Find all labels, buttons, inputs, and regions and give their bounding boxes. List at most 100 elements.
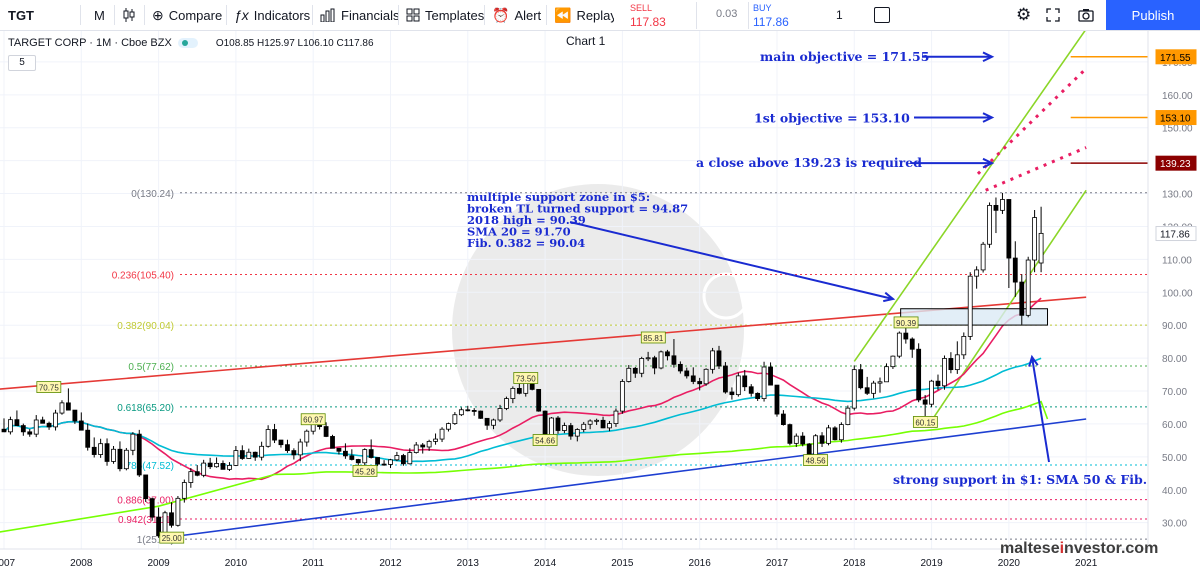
candle-body xyxy=(413,444,419,453)
candle xyxy=(665,349,670,361)
templates-button[interactable]: Templates xyxy=(406,0,484,30)
price-axis[interactable]: 30.00 40.00 50.00 60.00 70.00 80.00 90.00 100.0… xyxy=(1147,31,1200,549)
replay-button[interactable]: ⏪ Replay xyxy=(554,0,617,30)
square-toggle[interactable] xyxy=(874,7,890,23)
value-label: 60.97 xyxy=(300,413,326,426)
candle xyxy=(214,457,219,468)
candle-body xyxy=(826,427,831,444)
eye-dot-icon xyxy=(181,40,188,46)
candle-body xyxy=(484,417,490,426)
price-tag-text: 171.55 xyxy=(1160,53,1191,64)
candle xyxy=(188,468,194,488)
candle-body xyxy=(871,382,876,394)
snapshot-button[interactable] xyxy=(1078,0,1094,30)
candle xyxy=(851,365,857,411)
candle xyxy=(59,400,65,415)
value-label: 60.15 xyxy=(912,416,938,428)
candle-body xyxy=(942,358,947,387)
candle xyxy=(491,418,496,430)
candle xyxy=(130,432,136,456)
candle-body xyxy=(787,424,793,444)
candle xyxy=(504,396,509,411)
candle xyxy=(890,355,896,369)
candle-body xyxy=(330,436,335,449)
candle-body xyxy=(909,338,915,350)
alert-label: Alert xyxy=(514,7,542,23)
candle-body xyxy=(278,439,284,446)
candle-body xyxy=(542,410,548,436)
candle-body xyxy=(832,427,838,441)
candle xyxy=(909,337,915,358)
candle-body xyxy=(864,387,870,394)
time-tick-label: 2014 xyxy=(534,558,557,569)
candle-body xyxy=(33,419,39,435)
interval-button[interactable]: M xyxy=(94,0,105,30)
time-tick-label: 2012 xyxy=(379,558,402,569)
alert-button[interactable]: ⏰ Alert xyxy=(492,0,541,30)
candle xyxy=(961,332,967,360)
sma20-line xyxy=(3,297,1042,481)
arrow-strong-support xyxy=(1031,356,1050,463)
candle-body xyxy=(961,335,967,356)
indicators-label: Indicators xyxy=(253,7,311,23)
candle-body xyxy=(851,369,857,409)
quantity-field[interactable]: 1 xyxy=(836,8,843,22)
candle xyxy=(723,362,728,394)
settings-button[interactable]: ⚙ xyxy=(1016,0,1031,30)
value-label-text: 90.39 xyxy=(896,319,917,328)
candle xyxy=(388,458,393,469)
time-axis[interactable]: 2007 2008 2009 2010 2011 2012 2013 2014 2015 2016… xyxy=(0,548,1200,576)
candle xyxy=(684,367,690,379)
fullscreen-button[interactable] xyxy=(1046,0,1060,30)
visibility-toggle[interactable] xyxy=(177,38,198,48)
buy-label: BUY xyxy=(753,3,772,13)
candle xyxy=(871,380,876,399)
candle xyxy=(1012,241,1018,297)
sell-button[interactable]: SELL 117.83 xyxy=(614,2,697,29)
symbol-search[interactable]: TGT xyxy=(8,0,34,30)
candle xyxy=(194,465,200,477)
price-chart[interactable]: 0(130.24) 0.236(105.40) 0.382(90.04) 0.5(77… xyxy=(0,31,1200,576)
price-tag: 171.55 xyxy=(1155,49,1197,65)
candle xyxy=(768,362,773,386)
candle xyxy=(181,479,187,503)
gear-icon: ⚙ xyxy=(1016,5,1032,24)
indicators-collapse-button[interactable]: 5 xyxy=(8,55,36,71)
candle-body xyxy=(639,358,645,374)
financials-button[interactable]: Financials xyxy=(320,0,400,30)
candle-body xyxy=(935,380,941,387)
value-label-box xyxy=(513,372,539,384)
candle xyxy=(967,272,973,341)
candle xyxy=(497,404,503,422)
candle xyxy=(645,351,651,362)
candle xyxy=(581,421,587,433)
candle-body xyxy=(562,425,567,431)
candle-body xyxy=(768,366,773,386)
candle xyxy=(233,445,239,467)
fib-level-label: 1(25.00) xyxy=(137,535,174,546)
candle-body xyxy=(65,402,71,411)
publish-button[interactable]: Publish xyxy=(1106,0,1200,30)
candle xyxy=(91,437,97,458)
candle xyxy=(323,422,329,438)
value-label-box xyxy=(36,381,62,393)
watermark-post: nvestor.com xyxy=(1064,540,1159,557)
publish-label: Publish xyxy=(1131,7,1175,23)
candle xyxy=(98,438,104,458)
compare-button[interactable]: ⊕ Compare xyxy=(152,0,222,30)
value-label: 90.39 xyxy=(893,316,919,329)
buy-button[interactable]: BUY 117.86 xyxy=(748,2,831,29)
sma50-line xyxy=(3,357,1042,463)
candles-icon xyxy=(123,8,135,22)
candle-body xyxy=(1012,257,1018,283)
watermark-circle xyxy=(452,184,744,476)
indicators-button[interactable]: ƒx Indicators xyxy=(234,0,310,30)
candle-body xyxy=(220,463,226,470)
candle-body xyxy=(8,419,13,433)
chart-type-button[interactable] xyxy=(122,0,136,30)
candle xyxy=(942,355,947,390)
candle xyxy=(574,428,580,442)
candle xyxy=(136,429,142,477)
candle-body xyxy=(1000,199,1005,211)
value-label-box xyxy=(912,416,938,428)
